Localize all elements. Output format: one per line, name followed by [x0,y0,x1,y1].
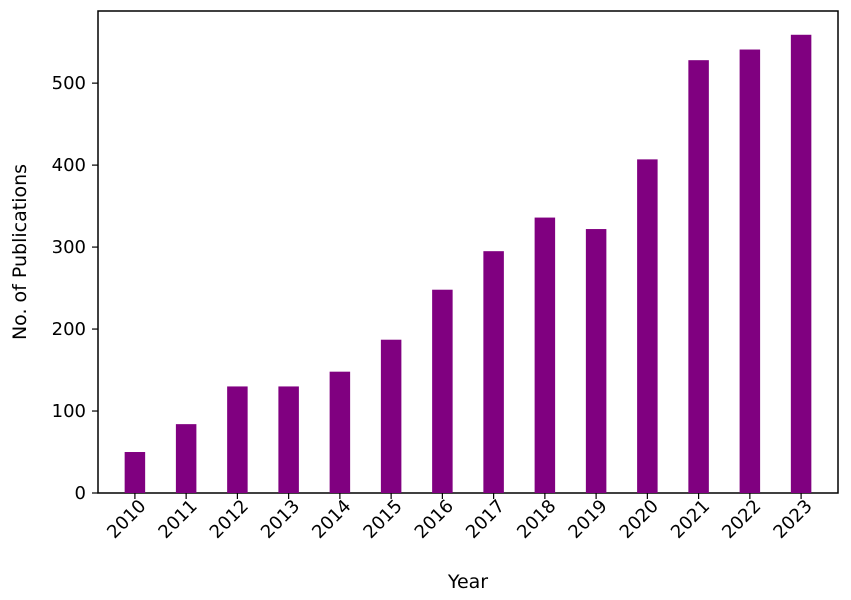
x-tick-label: 2018 [513,496,560,543]
bar-2020 [637,159,658,493]
bar-2012 [227,386,248,493]
x-tick-label: 2013 [257,496,304,543]
x-tick-label: 2017 [462,496,509,543]
bar-2014 [329,371,351,493]
x-tick-label: 2016 [411,496,458,543]
plot-frame [97,10,839,494]
x-axis: 2010 2011 2012 2013 2014 2015 2016 2017 2018 2019… [103,493,817,543]
y-tick-label: 200 [52,319,86,340]
y-axis-label: No. of Publications [9,164,31,340]
bar-2022 [739,49,761,493]
bar-2011 [175,424,197,493]
bar-2021 [688,60,709,494]
x-tick-label: 2012 [206,496,253,543]
x-tick-label: 2015 [359,496,406,543]
bar-2015 [380,339,402,493]
bar-2017 [483,251,504,493]
y-axis: 0 100 200 300 400 500 [52,73,98,504]
x-axis-label: Year [447,571,488,593]
bar-2019 [585,229,607,494]
x-tick-label: 2019 [564,496,611,543]
x-tick-label: 2011 [154,496,201,543]
y-tick-label: 500 [52,73,86,94]
y-tick-label: 0 [75,483,86,504]
bars-group [124,34,812,494]
x-tick-label: 2021 [667,496,714,543]
bar-2013 [278,386,299,493]
x-tick-label: 2023 [769,496,816,543]
y-tick-label: 400 [52,155,86,176]
bar-2023 [790,34,812,494]
x-tick-label: 2022 [718,496,765,543]
x-tick-label: 2010 [103,496,150,543]
bar-2016 [432,289,453,493]
x-tick-label: 2014 [308,496,355,543]
bar-2018 [534,217,556,493]
x-tick-label: 2020 [616,496,663,543]
y-tick-label: 100 [52,401,86,422]
bar-2010 [124,452,146,493]
y-tick-label: 300 [52,237,86,258]
